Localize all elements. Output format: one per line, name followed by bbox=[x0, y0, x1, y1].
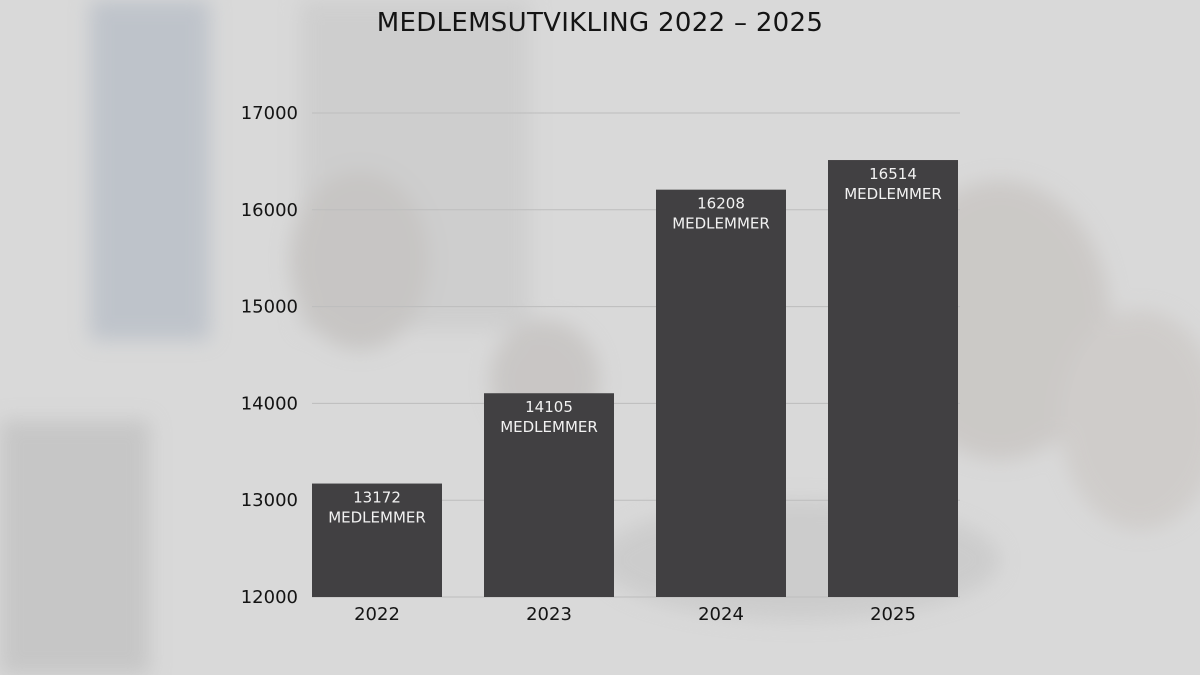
data-label-unit: MEDLEMMER bbox=[328, 509, 426, 527]
data-label-value: 16514 bbox=[869, 165, 917, 183]
bar-2024 bbox=[656, 189, 786, 598]
bar-2025 bbox=[828, 160, 958, 597]
y-tick-label: 17000 bbox=[241, 103, 298, 124]
data-label-unit: MEDLEMMER bbox=[844, 185, 942, 203]
data-label-value: 16208 bbox=[697, 195, 745, 213]
chart-title: MEDLEMSUTVIKLING 2022 – 2025 bbox=[376, 8, 824, 38]
x-tick-label: 2022 bbox=[354, 604, 400, 625]
data-label-value: 13172 bbox=[353, 489, 401, 507]
x-tick-label: 2025 bbox=[870, 604, 916, 625]
y-axis: 12000 13000 14000 15000 16000 17000 bbox=[241, 103, 298, 608]
bar-2022 bbox=[312, 483, 442, 597]
y-tick-label: 15000 bbox=[241, 297, 298, 318]
data-label-unit: MEDLEMMER bbox=[672, 215, 770, 233]
y-tick-label: 16000 bbox=[241, 200, 298, 221]
data-label-value: 14105 bbox=[525, 398, 573, 416]
x-axis: 2022 2023 2024 2025 bbox=[354, 604, 916, 625]
y-tick-label: 12000 bbox=[241, 587, 298, 608]
x-tick-label: 2024 bbox=[698, 604, 744, 625]
bar-2023 bbox=[484, 393, 614, 597]
y-tick-label: 14000 bbox=[241, 393, 298, 414]
bars: 13172 MEDLEMMER 14105 MEDLEMMER 16208 MEDLEMM… bbox=[312, 160, 958, 598]
data-label-unit: MEDLEMMER bbox=[500, 418, 598, 436]
y-tick-label: 13000 bbox=[241, 490, 298, 511]
x-tick-label: 2023 bbox=[526, 604, 572, 625]
